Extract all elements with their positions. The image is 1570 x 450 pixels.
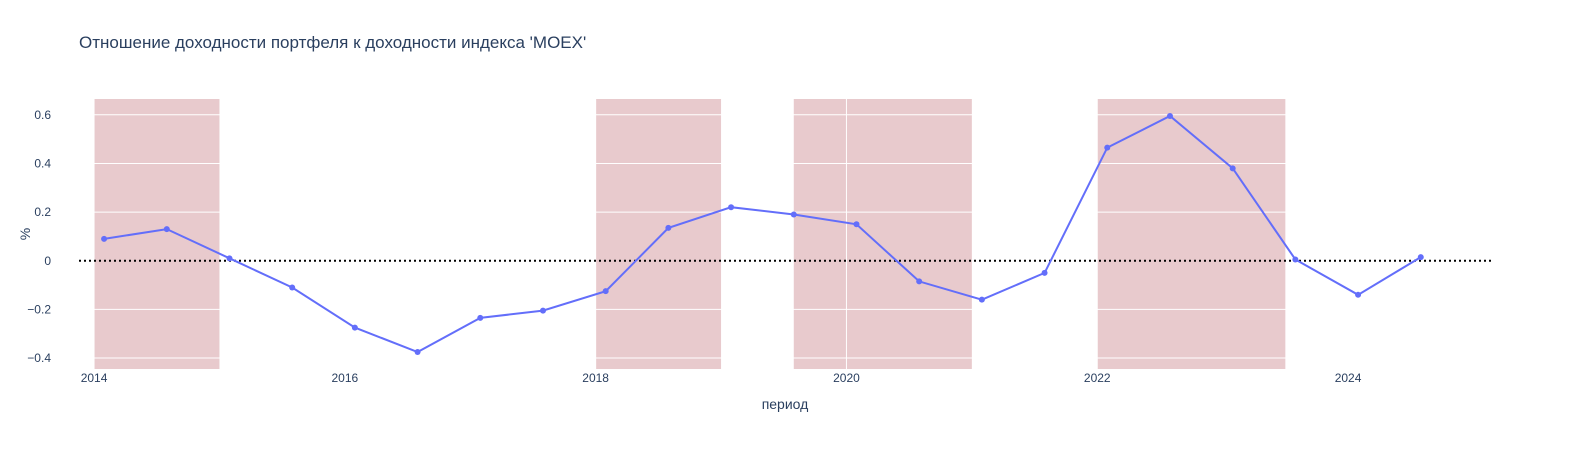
data-point-2: [163, 226, 170, 233]
data-point-22: [1417, 254, 1424, 261]
x-tick-label-2024: 2024: [1335, 371, 1362, 385]
x-axis-ticks: 2014 2016 2018 2020 2022 2024: [81, 371, 1362, 385]
data-point-15: [978, 296, 985, 303]
data-point-17: [1104, 144, 1111, 151]
data-point-3: [226, 255, 233, 262]
data-point-8: [539, 307, 546, 314]
shaded-period-4: [1097, 99, 1286, 369]
gridlines: [79, 99, 1491, 369]
data-point-5: [351, 324, 358, 331]
x-tick-label-2016: 2016: [331, 371, 358, 385]
series-points: [101, 113, 1424, 355]
y-tick-label-1: −0.2: [27, 302, 51, 316]
shaded-periods: [94, 99, 1286, 369]
x-tick-label-2022: 2022: [1084, 371, 1111, 385]
data-point-14: [916, 278, 923, 285]
data-point-18: [1166, 113, 1173, 120]
data-point-6: [414, 348, 421, 355]
data-point-19: [1229, 165, 1236, 172]
data-point-4: [289, 284, 296, 291]
data-point-10: [665, 224, 672, 231]
data-point-21: [1355, 291, 1362, 298]
shaded-period-3: [793, 99, 972, 369]
y-tick-label-5: 0.6: [34, 108, 51, 122]
y-tick-label-3: 0.2: [34, 205, 51, 219]
x-tick-label-2014: 2014: [81, 371, 108, 385]
series-line: [103, 114, 1422, 354]
data-point-9: [602, 288, 609, 295]
data-point-11: [728, 204, 735, 211]
shaded-period-2: [595, 99, 722, 369]
data-point-20: [1292, 256, 1299, 263]
y-tick-label-2: 0: [44, 254, 51, 268]
y-tick-label-0: −0.4: [27, 351, 51, 365]
data-point-1: [101, 235, 108, 242]
data-point-13: [853, 221, 860, 228]
x-tick-label-2018: 2018: [582, 371, 609, 385]
x-tick-label-2020: 2020: [833, 371, 860, 385]
data-point-12: [790, 211, 797, 218]
x-axis-title: период: [762, 396, 809, 412]
data-point-16: [1041, 269, 1048, 276]
shaded-period-1: [94, 99, 220, 369]
y-tick-label-4: 0.4: [34, 156, 51, 170]
chart-title: Отношение доходности портфеля к доходнос…: [79, 33, 587, 52]
y-axis-ticks: −0.4 −0.2 0 0.2 0.4 0.6: [27, 108, 51, 365]
data-point-7: [477, 314, 484, 321]
y-axis-title: %: [17, 228, 33, 240]
